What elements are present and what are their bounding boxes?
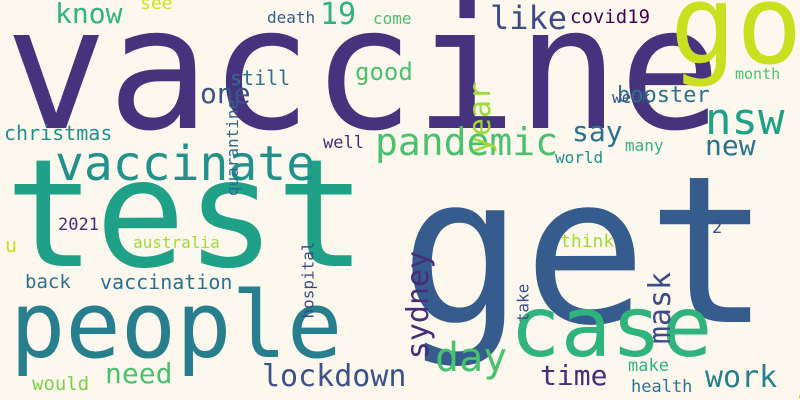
word-new: new [705,129,756,162]
word-2: 2 [712,218,723,238]
word-see: see [140,0,173,14]
word-back: back [25,271,71,293]
word-covid19: covid19 [570,6,651,28]
word-case: case [510,278,713,376]
word-like: like [490,0,568,37]
word-health: health [631,377,693,397]
word-still: still [230,66,291,90]
word-week: week [612,88,651,107]
word-say: say [572,115,623,148]
word-lockdown: lockdown [262,359,407,394]
word-vaccine: vaccine [5,0,722,169]
word-people: people [10,272,343,379]
word-work: work [705,360,778,395]
word-many: many [625,136,664,155]
word-u: u [5,233,18,257]
word-need: need [105,357,173,390]
word-world: world [555,148,604,167]
word-2021: 2021 [58,215,99,235]
word-christmas: christmas [4,121,113,145]
word-year: year [463,81,499,155]
word-good: good [355,58,413,86]
word-death: death [267,8,316,27]
word-take: take [513,283,533,323]
word-vaccinate: vaccinate [55,136,316,192]
word-would: would [32,373,90,395]
word-omicron: omicron [793,293,800,400]
word-month: month [735,65,781,83]
word-make: make [628,356,669,376]
word-test: test [5,128,367,302]
word-get: get [400,133,771,371]
word-sydney: sydney [401,250,437,360]
word-booster: booster [617,83,710,108]
word-australia: australia [133,233,220,252]
word-well: well [323,133,364,153]
word-19: 19 [320,0,357,32]
word-nsw: nsw [705,94,785,145]
word-go: go [670,0,800,89]
word-think: think [560,231,615,252]
word-time: time [540,359,608,392]
word-pandemic: pandemic [375,120,559,164]
word-hospital: hospital [298,241,318,319]
word-know: know [55,0,123,30]
word-come: come [373,9,412,28]
word-day: day [435,335,508,381]
word-quarantine: quarantine [223,99,243,197]
word-mask: mask [643,271,679,345]
word-one: one [200,77,251,110]
word-vaccination: vaccination [100,270,233,294]
